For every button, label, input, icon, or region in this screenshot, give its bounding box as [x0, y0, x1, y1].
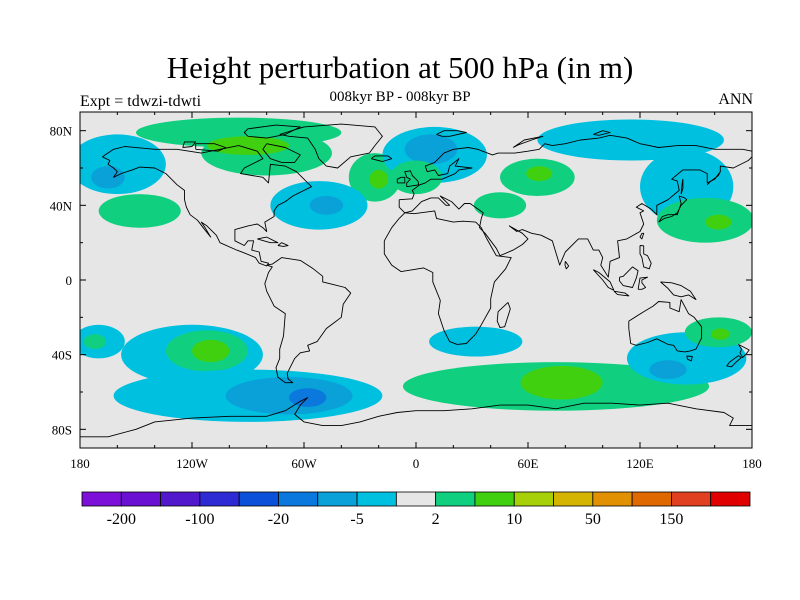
colorbar-box-5	[278, 491, 319, 507]
anomaly-region-7	[91, 166, 125, 189]
coastline-java	[613, 290, 630, 297]
colorbar-label-6: 50	[585, 511, 601, 528]
colorbar-box-16	[710, 491, 751, 507]
colorbar-box-6	[317, 491, 358, 507]
colorbar-label-7: 150	[659, 511, 683, 528]
y-tick-label-4: 80S	[52, 422, 72, 437]
anomaly-region-21	[83, 334, 107, 350]
coastline-sulawesi	[637, 276, 648, 290]
coastline-cuba	[257, 236, 279, 244]
y-tick-label-2: 0	[66, 273, 73, 288]
x-tick-label-3: 0	[413, 456, 420, 471]
latitude-axis: 80N 40N 0 40S 80S	[50, 124, 752, 437]
coastline-new-zealand-north	[738, 344, 750, 358]
colorbar-label-1: -100	[185, 511, 214, 528]
y-tick-label-3: 40S	[52, 348, 72, 363]
x-tick-label-5: 120E	[626, 456, 654, 471]
coastline-novaya-zemlya	[512, 135, 544, 148]
coastline-south-america	[264, 257, 352, 384]
anomaly-region-4	[369, 169, 388, 189]
coastline-ellesmere-island	[243, 124, 301, 139]
anomaly-region-14	[526, 166, 553, 182]
coastline-antarctica	[80, 397, 752, 438]
coastline-svalbard	[436, 130, 467, 137]
x-tick-label-1: 120W	[176, 456, 209, 471]
coastline-new-guinea	[660, 281, 697, 301]
colorbar-label-3: -5	[350, 511, 363, 528]
coastline-great-britain	[404, 170, 420, 188]
season-label: ANN	[718, 91, 753, 108]
map-title: Height perturbation at 500 hPa (in m)	[166, 50, 634, 85]
colorbar-box-15	[671, 491, 712, 507]
colorbar-box-3	[199, 491, 240, 507]
coastline-greenland	[279, 123, 383, 169]
coastline-borneo	[619, 266, 639, 288]
colorbar: -200 -100 -20 -5 2 10 50 150	[81, 491, 751, 528]
colorbar-box-13	[592, 491, 633, 507]
experiment-label: Expt = tdwzi-tdwti	[80, 93, 202, 110]
x-tick-label-2: 60W	[291, 456, 317, 471]
colorbar-box-7	[356, 491, 397, 507]
x-tick-label-0: 180	[70, 456, 90, 471]
anomaly-region-32	[649, 360, 687, 379]
colorbar-label-4: 2	[432, 511, 440, 528]
coastline-kamchatka-coast	[706, 171, 721, 186]
coastline-eurasia	[398, 134, 752, 278]
coastline-madagascar	[496, 302, 511, 329]
x-tick-label-4: 60E	[518, 456, 539, 471]
coastline-africa	[383, 210, 512, 345]
coastline-victoria-island	[195, 143, 227, 152]
coastlines	[80, 123, 752, 438]
anomaly-region-26	[225, 377, 353, 415]
anomaly-region-9	[309, 196, 344, 215]
coastline-tasmania	[686, 355, 693, 362]
anomaly-region-11	[404, 134, 458, 165]
y-tick-label-0: 80N	[50, 124, 73, 139]
coastline-north-america	[102, 145, 312, 267]
map-subtitle: 008kyr BP - 008kyr BP	[329, 89, 471, 105]
coastline-hispaniola	[277, 242, 289, 247]
x-tick-label-6: 180	[742, 456, 762, 471]
anomaly-region-30	[520, 365, 603, 400]
anomaly-region-2	[206, 136, 290, 155]
coastline-iceland	[370, 155, 393, 162]
colorbar-label-2: -20	[268, 511, 289, 528]
coastline-australia	[628, 299, 703, 353]
colorbar-box-4	[238, 491, 279, 507]
longitude-axis: 180 120W 60W 0 60E 120E 180	[70, 112, 762, 471]
coastline-sakhalin	[680, 178, 684, 195]
anomaly-region-15	[473, 192, 527, 219]
coastline-philippines	[639, 245, 652, 270]
coastline-severnaya-zemlya	[593, 130, 611, 136]
colorbar-box-12	[553, 491, 594, 507]
y-tick-label-1: 40N	[50, 198, 73, 213]
anomaly-region-34	[710, 328, 730, 340]
colorbar-box-10	[474, 491, 515, 507]
coastline-ireland	[396, 176, 406, 184]
coastline-sumatra	[592, 269, 615, 291]
coastline-new-zealand-south	[726, 355, 742, 368]
coastline-sri-lanka	[564, 261, 570, 270]
colorbar-box-9	[435, 491, 476, 507]
colorbar-box-0	[81, 491, 122, 507]
anomaly-region-19	[705, 214, 732, 230]
coastline-baffin-island	[262, 143, 301, 163]
colorbar-box-14	[631, 491, 672, 507]
colorbar-box-1	[120, 491, 161, 507]
anomaly-region-5	[98, 194, 181, 228]
anomaly-region-12	[389, 160, 443, 195]
anomaly-region-18	[656, 197, 752, 243]
coastline-taiwan	[639, 232, 645, 240]
colorbar-box-11	[513, 491, 554, 507]
colorbar-box-8	[395, 491, 437, 507]
colorbar-label-0: -200	[107, 511, 136, 528]
coastline-banks-island	[182, 141, 197, 148]
anomaly-region-24	[192, 339, 230, 363]
colorbar-label-5: 10	[506, 511, 522, 528]
anomaly-region-28	[429, 326, 523, 357]
colorbar-box-2	[160, 491, 201, 507]
coastline-japan	[658, 195, 688, 223]
